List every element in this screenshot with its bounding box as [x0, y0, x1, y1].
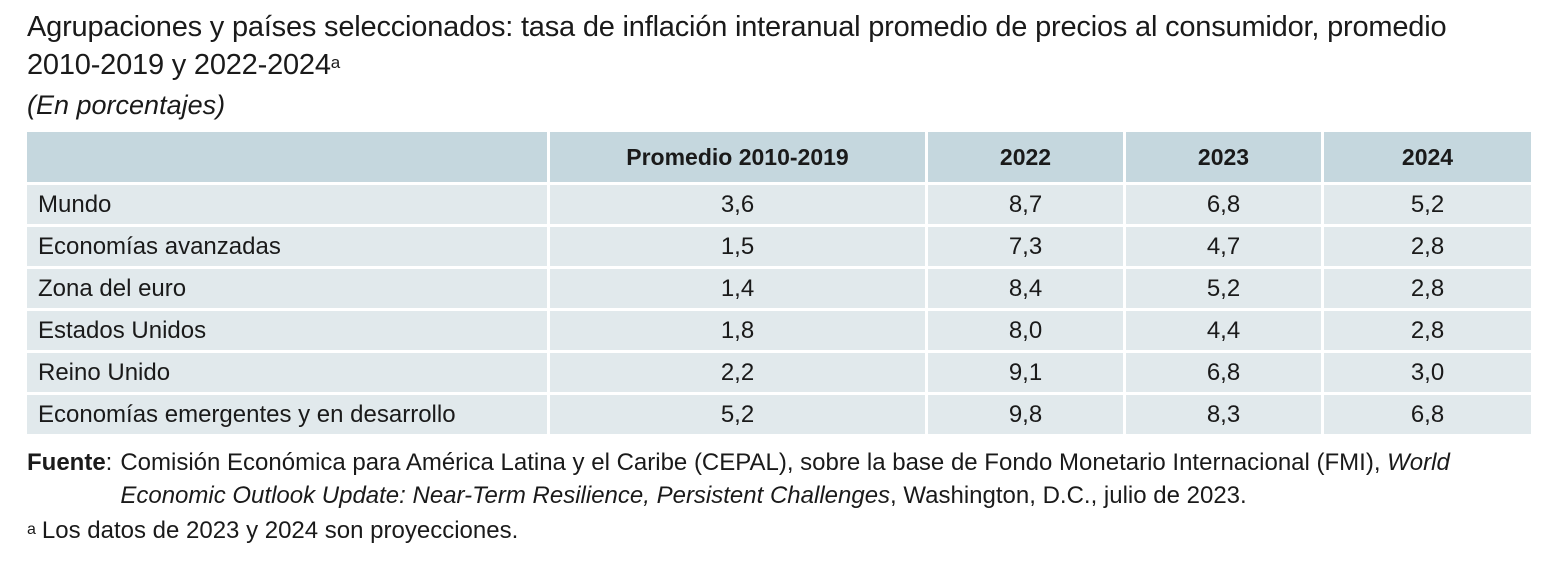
- cell-value: 5,2: [550, 392, 928, 434]
- cell-value: 8,0: [928, 308, 1126, 350]
- header-cell-2022: 2022: [928, 132, 1126, 182]
- cell-value: 5,2: [1126, 266, 1324, 308]
- table-row: Economías emergentes y en desarrollo 5,2…: [27, 392, 1531, 434]
- cell-value: 1,4: [550, 266, 928, 308]
- row-label: Zona del euro: [27, 266, 550, 308]
- inflation-table: Promedio 2010-2019 2022 2023 2024 Mundo …: [27, 132, 1531, 434]
- table-row: Zona del euro 1,4 8,4 5,2 2,8: [27, 266, 1531, 308]
- table-row: Economías avanzadas 1,5 7,3 4,7 2,8: [27, 224, 1531, 266]
- row-label: Estados Unidos: [27, 308, 550, 350]
- source-label: Fuente: [27, 446, 106, 512]
- footnote-mark: a: [27, 521, 36, 538]
- cell-value: 2,2: [550, 350, 928, 392]
- row-label: Economías avanzadas: [27, 224, 550, 266]
- cell-value: 2,8: [1324, 308, 1531, 350]
- source-publication-title: World Economic Outlook Update: Near-Term…: [120, 449, 1450, 509]
- cell-value: 6,8: [1126, 350, 1324, 392]
- title-footnote-mark: a: [330, 53, 341, 72]
- table-row: Mundo 3,6 8,7 6,8 5,2: [27, 182, 1531, 224]
- cell-value: 5,2: [1324, 182, 1531, 224]
- cell-value: 7,3: [928, 224, 1126, 266]
- cell-value: 6,8: [1324, 392, 1531, 434]
- table-title: Agrupaciones y países seleccionados: tas…: [27, 8, 1527, 84]
- cell-value: 3,0: [1324, 350, 1531, 392]
- row-label: Economías emergentes y en desarrollo: [27, 392, 550, 434]
- source-label-text: Fuente: [27, 449, 106, 476]
- row-label: Reino Unido: [27, 350, 550, 392]
- table-subtitle: (En porcentajes): [27, 90, 226, 120]
- header-cell-2023: 2023: [1126, 132, 1324, 182]
- source-text: Comisión Económica para América Latina y…: [112, 446, 1537, 512]
- cell-value: 2,8: [1324, 266, 1531, 308]
- cell-value: 1,5: [550, 224, 928, 266]
- cell-value: 9,8: [928, 392, 1126, 434]
- source-separator: :: [105, 449, 113, 476]
- table-row: Reino Unido 2,2 9,1 6,8 3,0: [27, 350, 1531, 392]
- cell-value: 8,4: [928, 266, 1126, 308]
- cell-value: 1,8: [550, 308, 928, 350]
- table-header-row: Promedio 2010-2019 2022 2023 2024: [27, 132, 1531, 182]
- row-label: Mundo: [27, 182, 550, 224]
- cell-value: 8,3: [1126, 392, 1324, 434]
- cell-value: 2,8: [1324, 224, 1531, 266]
- header-cell-label: [27, 132, 550, 182]
- source-text-before: Comisión Económica para América Latina y…: [120, 449, 1388, 476]
- cell-value: 8,7: [928, 182, 1126, 224]
- source-text-after: , Washington, D.C., julio de 2023.: [890, 482, 1247, 509]
- footnote-text: Los datos de 2023 y 2024 son proyeccione…: [41, 517, 519, 544]
- cell-value: 6,8: [1126, 182, 1324, 224]
- header-cell-2024: 2024: [1324, 132, 1531, 182]
- footnote: a Los datos de 2023 y 2024 son proyeccion…: [27, 514, 518, 547]
- table-row: Estados Unidos 1,8 8,0 4,4 2,8: [27, 308, 1531, 350]
- cell-value: 4,4: [1126, 308, 1324, 350]
- header-cell-promedio: Promedio 2010-2019: [550, 132, 928, 182]
- cell-value: 4,7: [1126, 224, 1324, 266]
- table-title-text: Agrupaciones y países seleccionados: tas…: [27, 11, 1447, 81]
- source-note: Fuente: Comisión Económica para América …: [27, 446, 1537, 512]
- cell-value: 3,6: [550, 182, 928, 224]
- cell-value: 9,1: [928, 350, 1126, 392]
